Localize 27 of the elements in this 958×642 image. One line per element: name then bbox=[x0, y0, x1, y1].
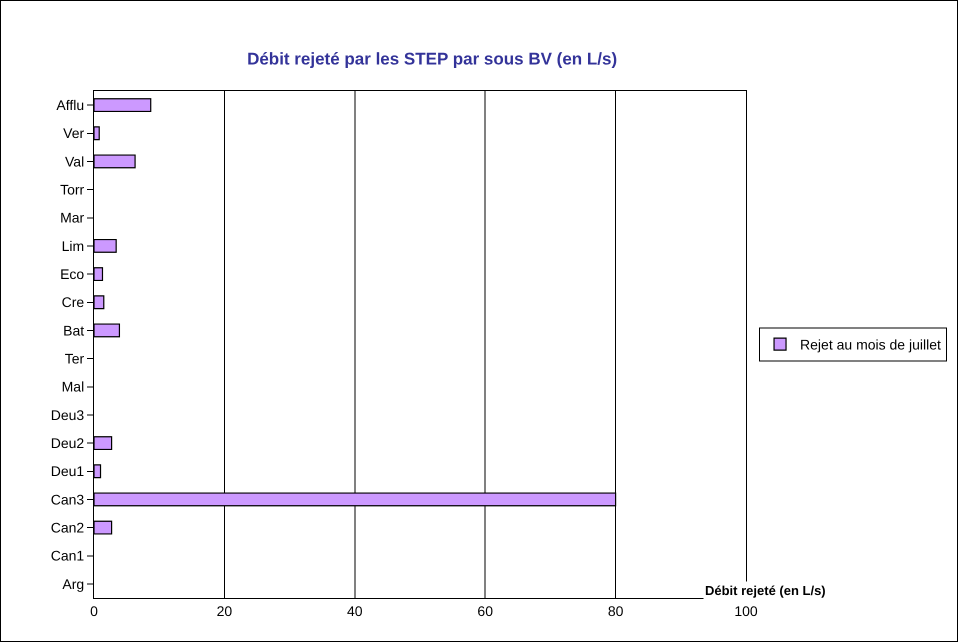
y-tick-label: Bat bbox=[63, 322, 84, 338]
x-tick-label: 80 bbox=[608, 602, 624, 619]
chart-title: Débit rejeté par les STEP par sous BV (en L/s) bbox=[247, 49, 618, 68]
x-tick-label: 100 bbox=[734, 602, 758, 619]
y-tick-label: Afflu bbox=[56, 96, 84, 113]
y-tick-label: Mal bbox=[62, 378, 84, 395]
y-tick-label: Ter bbox=[64, 350, 85, 366]
x-tick-label: 40 bbox=[347, 602, 363, 619]
y-tick-label: Can3 bbox=[50, 491, 84, 508]
y-tick-label: Can1 bbox=[50, 548, 84, 564]
y-tick-label: Mar bbox=[60, 210, 85, 226]
y-tick-label: Val bbox=[64, 153, 84, 170]
x-tick-label: 20 bbox=[216, 602, 232, 619]
y-tick-label: Ver bbox=[63, 125, 85, 142]
y-tick-label: Deu2 bbox=[50, 434, 84, 451]
y-tick-label: Eco bbox=[60, 266, 84, 282]
y-tick-label: Lim bbox=[62, 238, 84, 254]
legend-label: Rejet au mois de juillet bbox=[800, 336, 941, 353]
y-tick-label: Deu1 bbox=[50, 463, 84, 480]
x-tick-label: 0 bbox=[90, 602, 98, 619]
x-tick-label: 60 bbox=[477, 602, 494, 619]
y-tick-label: Arg bbox=[62, 576, 84, 592]
y-tick-label: Can2 bbox=[50, 519, 84, 536]
x-axis-title: Débit rejeté (en L/s) bbox=[705, 583, 826, 598]
y-tick-label: Cre bbox=[62, 294, 84, 310]
y-tick-label: Torr bbox=[60, 181, 85, 198]
y-tick-label: Deu3 bbox=[50, 406, 84, 423]
